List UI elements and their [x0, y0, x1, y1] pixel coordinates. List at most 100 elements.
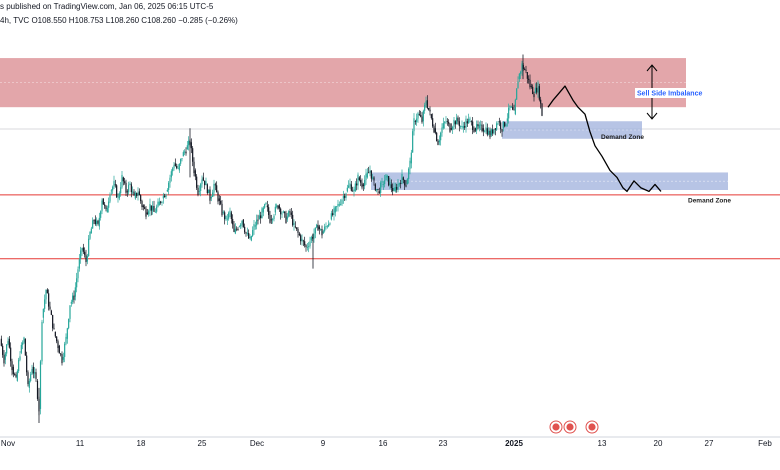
- candle-body: [336, 206, 338, 208]
- candle-body: [353, 189, 355, 192]
- candle-body: [256, 219, 258, 226]
- event-icon[interactable]: [549, 420, 563, 434]
- candle-body: [229, 210, 231, 213]
- candle-body: [90, 228, 92, 234]
- event-icon[interactable]: [563, 420, 577, 434]
- supply-zone[interactable]: [0, 58, 686, 108]
- candle-body: [540, 99, 542, 104]
- candle-body: [434, 128, 436, 133]
- candle-body: [534, 87, 536, 94]
- candle-body: [54, 331, 56, 337]
- candle-body: [281, 213, 283, 215]
- candle-body: [310, 237, 312, 241]
- candle-body: [413, 118, 415, 132]
- candle-body: [386, 176, 388, 178]
- candle-body: [136, 192, 138, 196]
- candle-body: [502, 121, 504, 129]
- sell-side-imbalance-marker: Sell Side Imbalance: [635, 64, 703, 120]
- candle-body: [160, 201, 162, 203]
- candle-body: [494, 128, 496, 130]
- candle-body: [169, 177, 171, 183]
- candle-body: [277, 205, 279, 209]
- candle-body: [445, 121, 447, 123]
- candle-body: [72, 295, 74, 302]
- candle-body: [106, 207, 108, 213]
- candle-body: [525, 69, 527, 71]
- candle-body: [302, 240, 304, 242]
- projected-path[interactable]: [547, 85, 662, 193]
- candle-body: [325, 226, 327, 227]
- candle-body: [172, 168, 174, 172]
- candle-body: [380, 182, 382, 193]
- candle-body: [404, 179, 406, 186]
- candle-body: [532, 86, 534, 95]
- candle-body: [112, 186, 114, 191]
- candle-body: [278, 205, 280, 209]
- candle-body: [237, 229, 239, 230]
- candle-body: [382, 184, 384, 185]
- economic-events[interactable]: [549, 420, 599, 434]
- candle-body: [414, 121, 416, 123]
- candle-body: [241, 220, 243, 225]
- candle-body: [280, 208, 282, 215]
- candle-body: [418, 114, 420, 116]
- candle-body: [66, 328, 68, 339]
- candle-body: [460, 126, 462, 127]
- candle-body: [330, 213, 332, 220]
- candle-body: [2, 345, 4, 355]
- candle-body: [170, 171, 172, 178]
- candle-body: [206, 184, 208, 194]
- candle-body: [178, 163, 180, 171]
- candle-body: [15, 374, 17, 377]
- arrow-down-icon: [646, 112, 658, 120]
- candle-body: [34, 372, 36, 374]
- candle-body: [374, 184, 376, 191]
- candle-body: [120, 187, 122, 194]
- x-tick-label: 18: [137, 439, 146, 448]
- candle-body: [140, 195, 142, 202]
- x-tick-label: 9: [321, 439, 326, 448]
- candle-body: [74, 287, 76, 297]
- candle-body: [397, 183, 399, 190]
- candle-body: [217, 192, 219, 202]
- candle-body: [512, 106, 514, 110]
- candle-body: [58, 345, 60, 354]
- candle-body: [476, 124, 478, 131]
- candle-body: [234, 228, 236, 234]
- candle-body: [362, 184, 364, 187]
- event-icon[interactable]: [585, 420, 599, 434]
- candle-body: [176, 166, 178, 169]
- candle-body: [64, 343, 66, 357]
- candle-body: [282, 211, 284, 213]
- candle-body: [226, 218, 228, 220]
- candle-body: [366, 172, 368, 178]
- candle-body: [364, 179, 366, 187]
- candle-body: [270, 219, 272, 221]
- candle-body: [524, 69, 526, 70]
- candle-body: [156, 206, 158, 212]
- candle-body: [377, 188, 379, 190]
- candle-body: [501, 129, 503, 132]
- candle-body: [245, 232, 247, 234]
- candle-body: [514, 99, 516, 115]
- candle-body: [309, 241, 311, 247]
- candle-body: [361, 182, 363, 188]
- candle-body: [402, 177, 404, 180]
- candle-body: [332, 213, 334, 215]
- candle-body: [182, 152, 184, 157]
- candle-body: [422, 110, 424, 122]
- candle-body: [122, 177, 124, 182]
- candle-body: [356, 183, 358, 186]
- candle-body: [138, 191, 140, 196]
- candle-body: [56, 336, 58, 342]
- candle-body: [141, 201, 143, 208]
- candle-body: [11, 361, 13, 371]
- candle-body: [113, 181, 115, 187]
- x-tick-label: Feb: [758, 439, 772, 448]
- candle-body: [328, 223, 330, 227]
- candle-body: [421, 116, 423, 123]
- candle-body: [252, 230, 254, 236]
- candle-body: [450, 128, 452, 130]
- candle-body: [489, 130, 491, 138]
